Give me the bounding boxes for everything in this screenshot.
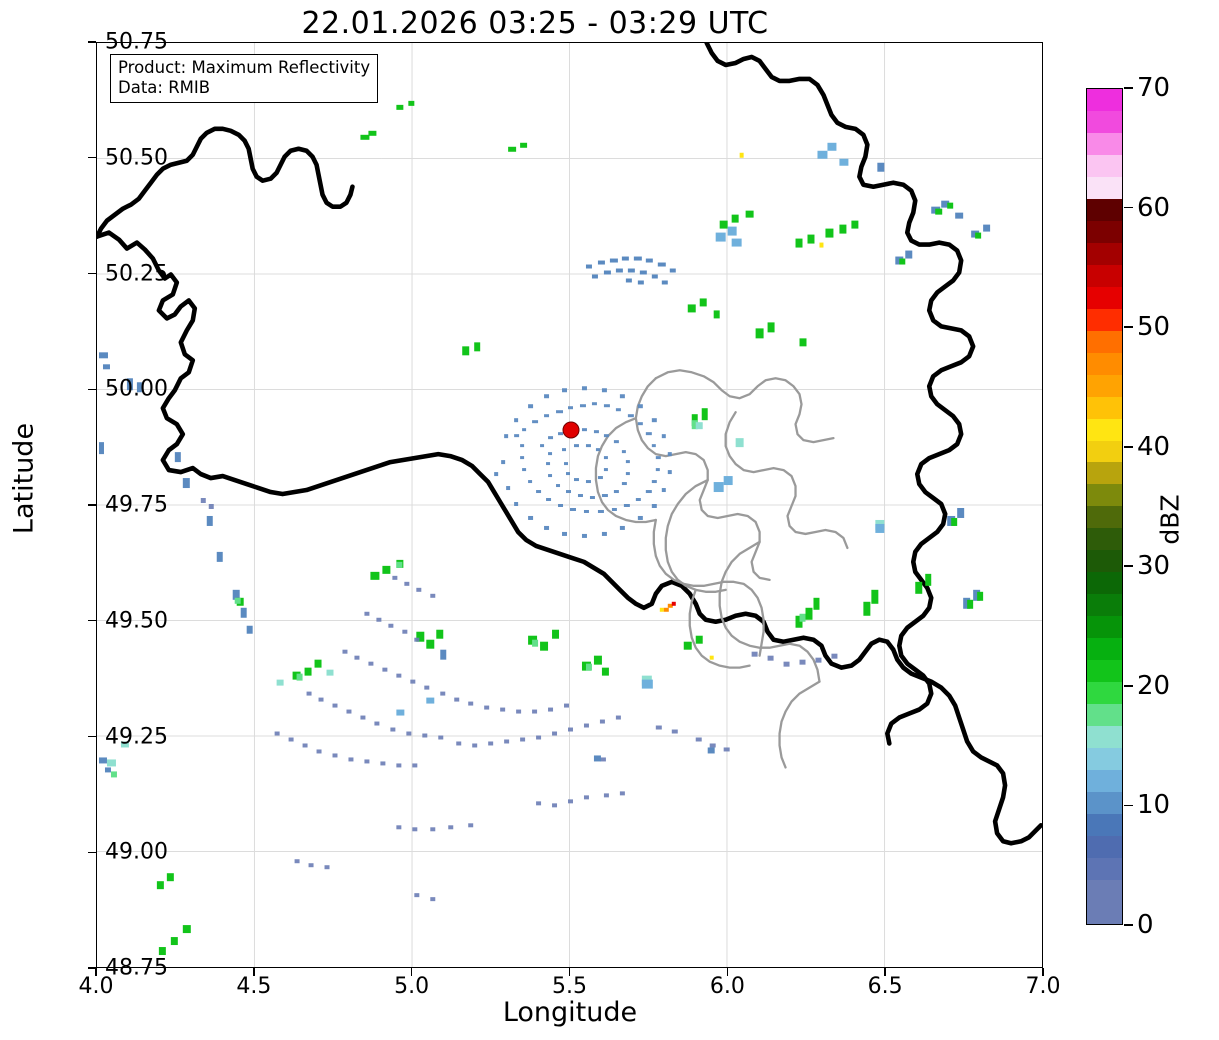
x-tick-mark (95, 968, 97, 976)
colorbar-band (1087, 396, 1122, 419)
colorbar-band (1087, 726, 1122, 749)
x-axis-label: Longitude (502, 997, 638, 1028)
colorbar-tick-label: 50 (1137, 312, 1171, 343)
colorbar-tick-label: 70 (1137, 73, 1171, 103)
y-tick-label: 49.75 (105, 492, 168, 518)
y-tick-mark (88, 41, 96, 43)
y-tick-mark (88, 504, 96, 506)
y-tick-label: 49.00 (105, 839, 168, 865)
colorbar-tick-label: 0 (1137, 910, 1154, 940)
colorbar (1086, 88, 1123, 925)
colorbar-band (1087, 264, 1122, 287)
colorbar-band (1087, 176, 1122, 199)
y-tick-label: 49.25 (105, 724, 168, 749)
reflectivity-echoes (98, 100, 991, 956)
colorbar-band (1087, 110, 1122, 133)
colorbar-band (1087, 132, 1122, 155)
colorbar-band (1087, 308, 1122, 331)
colorbar-band (1087, 374, 1122, 397)
y-tick-mark (88, 851, 96, 853)
x-tick-mark (884, 968, 886, 976)
colorbar-band (1087, 286, 1122, 309)
colorbar-title: dBZ (1155, 494, 1185, 545)
x-tick-label: 7.0 (1025, 974, 1061, 999)
colorbar-band (1087, 506, 1122, 529)
product-label: Product: Maximum Reflectivity (118, 58, 371, 77)
x-tick-label: 6.0 (709, 974, 745, 999)
colorbar-band (1087, 220, 1122, 243)
colorbar-band (1087, 462, 1122, 485)
x-tick-mark (1042, 968, 1044, 976)
x-tick-label: 5.0 (394, 974, 430, 999)
x-tick-mark (410, 968, 413, 976)
colorbar-band (1087, 879, 1122, 902)
x-tick-mark (568, 968, 571, 976)
colorbar-tick-label: 40 (1137, 431, 1171, 462)
colorbar-tick-label: 10 (1137, 790, 1171, 821)
colorbar-band (1087, 418, 1122, 441)
colorbar-tick-mark (1124, 445, 1133, 448)
colorbar-tick-mark (1124, 804, 1133, 807)
x-tick-label: 4.5 (236, 974, 272, 999)
grid-lines (97, 43, 1042, 967)
colorbar-band (1087, 594, 1122, 617)
colorbar-band (1087, 440, 1122, 463)
colorbar-band (1087, 835, 1122, 858)
x-tick-mark (726, 968, 729, 976)
colorbar-band (1087, 330, 1122, 353)
y-tick-mark (88, 388, 96, 390)
radar-site-marker (562, 421, 580, 439)
radar-plot-area: Product: Maximum Reflectivity Data: RMIB (96, 42, 1043, 968)
colorbar-band (1087, 770, 1122, 792)
colorbar-band (1087, 242, 1122, 265)
colorbar-tick-mark (1124, 685, 1133, 687)
colorbar-band (1087, 638, 1122, 661)
y-tick-mark (88, 967, 96, 969)
colorbar-band (1087, 154, 1122, 177)
colorbar-band (1087, 748, 1122, 771)
y-tick-mark (88, 157, 96, 159)
y-tick-mark (88, 272, 96, 275)
colorbar-band (1087, 89, 1122, 111)
x-tick-mark (253, 968, 255, 976)
colorbar-band (1087, 682, 1122, 705)
colorbar-band (1087, 704, 1122, 727)
colorbar-band (1087, 660, 1122, 683)
colorbar-band (1087, 616, 1122, 639)
colorbar-band (1087, 813, 1122, 836)
colorbar-tick-mark (1124, 87, 1133, 89)
data-source-label: Data: RMIB (118, 78, 211, 98)
colorbar-tick-label: 30 (1137, 551, 1171, 582)
y-tick-label: 50.25 (105, 261, 168, 286)
colorbar-band (1087, 572, 1122, 595)
colorbar-tick-mark (1124, 326, 1133, 328)
y-tick-mark (88, 620, 96, 622)
y-tick-label: 50.00 (105, 376, 168, 402)
colorbar-band (1087, 901, 1122, 924)
y-tick-label: 49.50 (105, 608, 168, 634)
colorbar-band (1087, 484, 1122, 507)
y-tick-label: 50.75 (105, 29, 168, 55)
colorbar-tick-label: 60 (1137, 192, 1171, 223)
x-tick-label: 5.5 (552, 974, 587, 999)
colorbar-tick-label: 20 (1137, 670, 1171, 701)
x-tick-label: 6.5 (867, 974, 903, 999)
colorbar-band (1087, 352, 1122, 375)
x-tick-label: 4.0 (78, 974, 114, 999)
colorbar-tick-mark (1124, 565, 1133, 568)
y-axis-label: Latitude (8, 422, 40, 535)
colorbar-band (1087, 792, 1122, 814)
colorbar-band (1087, 528, 1122, 551)
y-tick-mark (88, 735, 96, 738)
colorbar-tick-mark (1124, 924, 1133, 926)
page-title: 22.01.2026 03:25 - 03:29 UTC (301, 6, 769, 41)
colorbar-band (1087, 550, 1122, 573)
colorbar-band (1087, 857, 1122, 880)
product-info-box: Product: Maximum Reflectivity Data: RMIB (110, 54, 379, 104)
colorbar-tick-mark (1124, 206, 1133, 209)
y-tick-label: 48.75 (105, 955, 168, 981)
y-tick-label: 50.50 (105, 145, 168, 171)
country-borders (97, 43, 1042, 846)
colorbar-band (1087, 198, 1122, 221)
